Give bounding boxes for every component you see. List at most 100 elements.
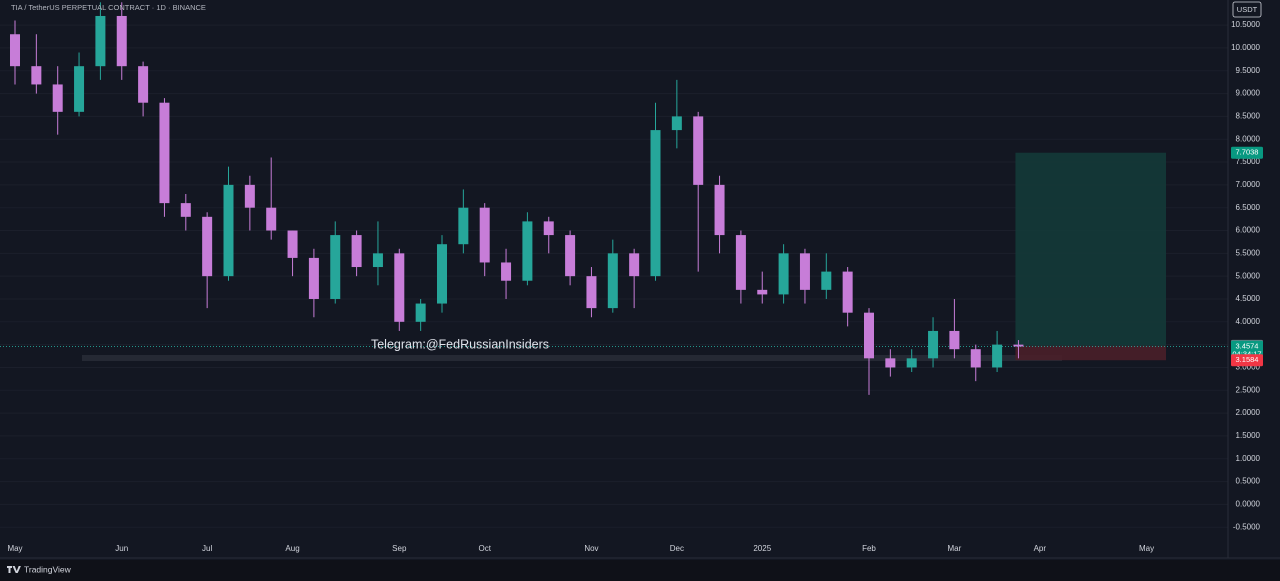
candle-body	[906, 358, 917, 368]
y-tick-label: 2.0000	[1236, 408, 1261, 417]
x-tick-label: Sep	[392, 544, 407, 553]
candle-body	[372, 253, 383, 268]
candle-body	[479, 207, 490, 263]
axis-layer: 10.5000 10.0000 9.5000 9.0000 8.5000 8.0000 7.…	[7, 20, 1263, 553]
y-tick-label: 9.0000	[1236, 89, 1261, 98]
brand-name: TradingView	[24, 564, 72, 574]
x-tick-label: Apr	[1034, 544, 1047, 553]
candle-body	[757, 289, 768, 295]
candle-body	[693, 116, 704, 185]
candle-body	[351, 235, 362, 268]
x-tick-label: Aug	[285, 544, 299, 553]
brand-logo	[7, 566, 21, 573]
candle-body	[799, 253, 810, 290]
countdown: 04:34:17	[1232, 350, 1261, 359]
x-tick-label: 2025	[753, 544, 771, 553]
candle-body	[159, 102, 170, 204]
candle-body	[95, 15, 106, 67]
y-tick-label: 6.0000	[1236, 226, 1261, 235]
y-tick-label: 5.5000	[1236, 248, 1261, 257]
stop-tag: 3.1584	[1236, 355, 1259, 364]
candle-body	[287, 230, 298, 258]
currency-label: USDT	[1237, 5, 1258, 14]
y-tick-label: 5.0000	[1236, 271, 1261, 280]
candle-body	[949, 330, 960, 350]
candle-body	[629, 253, 640, 277]
chart-title: TIA / TetherUS PERPETUAL CONTRACT · 1D ·…	[11, 3, 206, 12]
candle-body	[522, 221, 533, 281]
footer	[0, 560, 1280, 581]
y-tick-label: 7.5000	[1236, 157, 1261, 166]
y-tick-label: 2.5000	[1236, 385, 1261, 394]
x-tick-label: Oct	[478, 544, 491, 553]
y-tick-label: 9.5000	[1236, 66, 1261, 75]
candle-body	[885, 358, 896, 368]
position-target-zone	[1015, 152, 1166, 346]
x-tick-label: Jun	[115, 544, 128, 553]
candle-body	[394, 253, 405, 322]
x-tick-label: May	[1139, 544, 1154, 553]
y-tick-label: 8.0000	[1236, 134, 1261, 143]
y-tick-label: 10.0000	[1231, 43, 1260, 52]
target-tag: 7.7038	[1236, 148, 1259, 157]
candle-body	[116, 15, 127, 67]
position-stop-zone	[1015, 345, 1166, 361]
candle-body	[266, 207, 277, 231]
x-tick-label: May	[7, 544, 22, 553]
currency-button[interactable]	[1232, 1, 1262, 18]
y-tick-label: 4.5000	[1236, 294, 1261, 303]
x-tick-label: Jul	[202, 544, 212, 553]
candle-body	[928, 330, 939, 359]
watermark: Telegram:@FedRussianInsiders	[371, 337, 549, 351]
candle-body	[842, 271, 853, 313]
candle-body	[1013, 344, 1024, 347]
candle-body	[308, 257, 319, 299]
candle-body	[138, 66, 149, 103]
x-tick-label: Feb	[862, 544, 876, 553]
candle-body	[970, 349, 981, 368]
candle-body	[180, 203, 191, 217]
y-tick-label: 10.5000	[1231, 20, 1260, 29]
y-tick-label: 8.5000	[1236, 112, 1261, 121]
y-tick-label: -0.5000	[1233, 522, 1261, 531]
candle-body	[821, 271, 832, 290]
candle-body	[330, 235, 341, 299]
candle-body	[74, 66, 85, 112]
candle-body	[10, 34, 20, 67]
y-tick-label: 7.0000	[1236, 180, 1261, 189]
candle-body	[778, 253, 789, 295]
y-tick-label: 6.5000	[1236, 203, 1261, 212]
y-tick-label: 1.5000	[1236, 431, 1261, 440]
candle-body	[458, 207, 469, 245]
candle-body	[202, 216, 213, 277]
x-tick-label: Nov	[584, 544, 598, 553]
candle-body	[415, 303, 426, 322]
candle-body	[437, 244, 447, 304]
candle-body	[671, 116, 682, 131]
candles-layer	[10, 2, 1024, 395]
x-tick-label: Dec	[670, 544, 684, 553]
candle-body	[607, 253, 618, 309]
candle-body	[864, 312, 874, 359]
y-tick-label: 4.0000	[1236, 317, 1261, 326]
candle-body	[52, 84, 63, 112]
y-tick-label: 3.0000	[1236, 363, 1261, 372]
candle-body	[223, 184, 234, 277]
target-tag-bg	[1231, 146, 1263, 159]
y-tick-label: 1.0000	[1236, 454, 1261, 463]
candle-body	[31, 66, 42, 85]
candle-body	[244, 184, 255, 208]
candle-body	[586, 276, 597, 309]
x-tick-label: Mar	[948, 544, 962, 553]
candle-body	[543, 221, 554, 236]
y-tick-label: 0.0000	[1236, 500, 1261, 509]
candle-body	[565, 235, 576, 277]
candle-body	[650, 130, 661, 277]
candle-body	[501, 262, 512, 281]
position-layer	[0, 152, 1228, 361]
candle-body	[992, 344, 1003, 368]
candle-body	[735, 235, 746, 290]
watermark-strip	[82, 355, 1062, 361]
stop-tag-bg	[1231, 354, 1263, 367]
